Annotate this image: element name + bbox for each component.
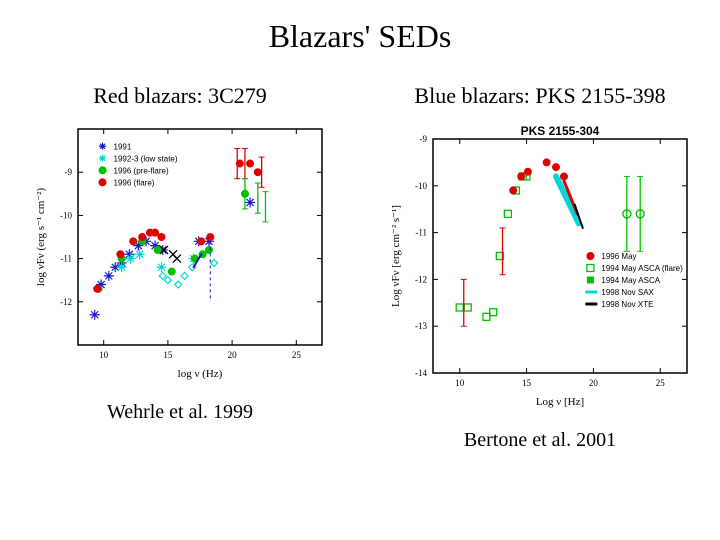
svg-text:-10: -10 bbox=[60, 210, 72, 220]
svg-text:1998 Nov SAX: 1998 Nov SAX bbox=[601, 288, 654, 297]
svg-text:log ν (Hz): log ν (Hz) bbox=[178, 368, 223, 380]
svg-text:25: 25 bbox=[292, 350, 302, 360]
left-heading: Red blazars: 3C279 bbox=[93, 83, 267, 109]
right-chart: PKS 2155-304 10 15 20 25 -14 -13 -12 -11 -10 -9 Log… bbox=[385, 121, 695, 411]
svg-text:1992-3 (low state): 1992-3 (low state) bbox=[114, 154, 178, 163]
svg-text:-12: -12 bbox=[415, 274, 427, 284]
svg-text:1991: 1991 bbox=[114, 142, 132, 151]
svg-text:1994 May ASCA: 1994 May ASCA bbox=[601, 276, 660, 285]
svg-text:-9: -9 bbox=[420, 134, 428, 144]
svg-text:Log ν [Hz]: Log ν [Hz] bbox=[536, 396, 584, 408]
left-column: Red blazars: 3C279 10 15 20 25 -12 -11 -10 -9 lo… bbox=[15, 83, 345, 452]
svg-text:PKS 2155-304: PKS 2155-304 bbox=[521, 124, 600, 138]
left-chart: 10 15 20 25 -12 -11 -10 -9 log ν (Hz) log νFν (er… bbox=[30, 121, 330, 383]
svg-text:20: 20 bbox=[228, 350, 238, 360]
svg-text:1996 May: 1996 May bbox=[601, 252, 636, 261]
right-heading: Blue blazars: PKS 2155-398 bbox=[414, 83, 665, 109]
svg-text:15: 15 bbox=[522, 378, 532, 388]
svg-text:log νFν (erg s⁻¹ cm⁻²): log νFν (erg s⁻¹ cm⁻²) bbox=[35, 188, 47, 287]
svg-text:1998 Nov XTE: 1998 Nov XTE bbox=[601, 300, 653, 309]
svg-text:1996 (flare): 1996 (flare) bbox=[114, 178, 155, 187]
right-column: Blue blazars: PKS 2155-398 PKS 2155-304 1… bbox=[375, 83, 705, 452]
svg-text:1996 (pre-flare): 1996 (pre-flare) bbox=[114, 166, 169, 175]
svg-text:-14: -14 bbox=[415, 368, 427, 378]
svg-text:10: 10 bbox=[99, 350, 109, 360]
svg-text:15: 15 bbox=[163, 350, 173, 360]
svg-text:10: 10 bbox=[455, 378, 465, 388]
svg-text:-9: -9 bbox=[65, 167, 73, 177]
svg-text:1994 May ASCA (flare): 1994 May ASCA (flare) bbox=[601, 264, 683, 273]
svg-text:-10: -10 bbox=[415, 181, 427, 191]
svg-text:-12: -12 bbox=[60, 297, 72, 307]
right-caption: Bertone et al. 2001 bbox=[464, 429, 616, 452]
svg-text:20: 20 bbox=[589, 378, 599, 388]
svg-text:Log νFν [erg cm⁻² s⁻¹]: Log νFν [erg cm⁻² s⁻¹] bbox=[390, 205, 402, 307]
page-title: Blazars' SEDs bbox=[0, 0, 720, 55]
svg-text:-11: -11 bbox=[60, 254, 72, 264]
svg-text:-11: -11 bbox=[415, 228, 427, 238]
svg-text:25: 25 bbox=[656, 378, 666, 388]
svg-text:-13: -13 bbox=[415, 321, 427, 331]
left-caption: Wehrle et al. 1999 bbox=[107, 401, 253, 424]
